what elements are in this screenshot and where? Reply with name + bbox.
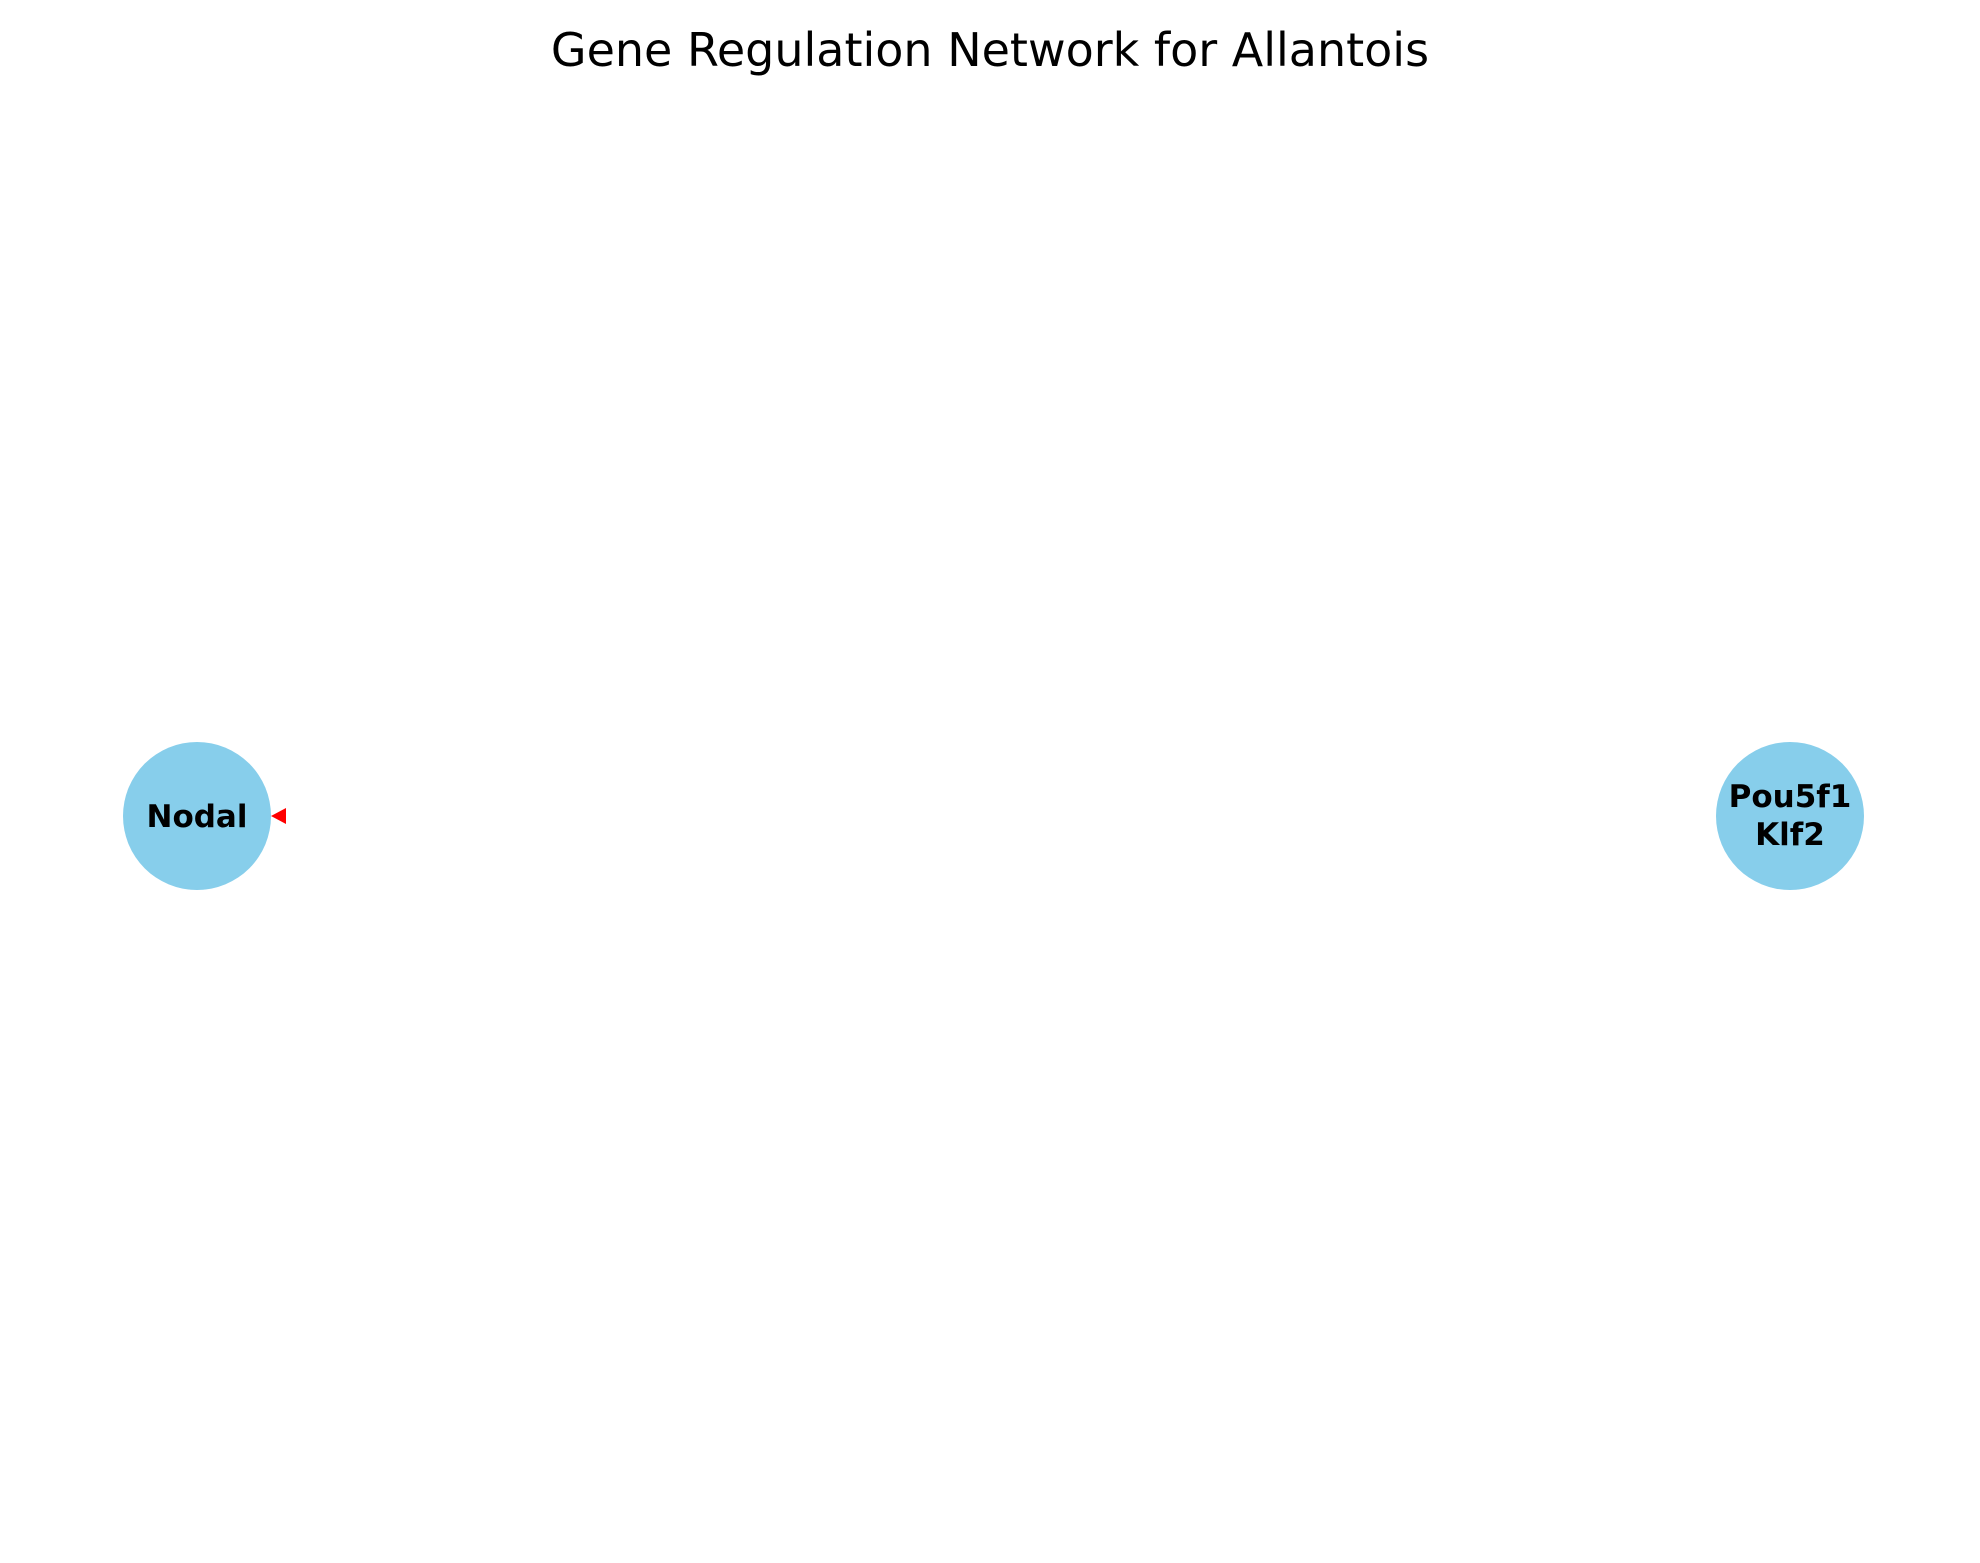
node-circle-nodal — [123, 742, 271, 890]
node-label-klf2: Klf2 — [1755, 817, 1825, 853]
node-nodal: Nodal — [123, 742, 271, 890]
node-pou5f1-klf2: Pou5f1 Klf2 — [1716, 742, 1864, 890]
node-circle-pou5f1-klf2 — [1716, 742, 1864, 890]
diagram-title: Gene Regulation Network for Allantois — [551, 23, 1429, 77]
node-label-nodal: Nodal — [147, 799, 248, 835]
node-label-pou5f1: Pou5f1 — [1729, 779, 1852, 815]
edge-arrowhead-pou5f1-klf2-to-nodal — [271, 808, 286, 824]
edges-layer — [271, 808, 286, 824]
